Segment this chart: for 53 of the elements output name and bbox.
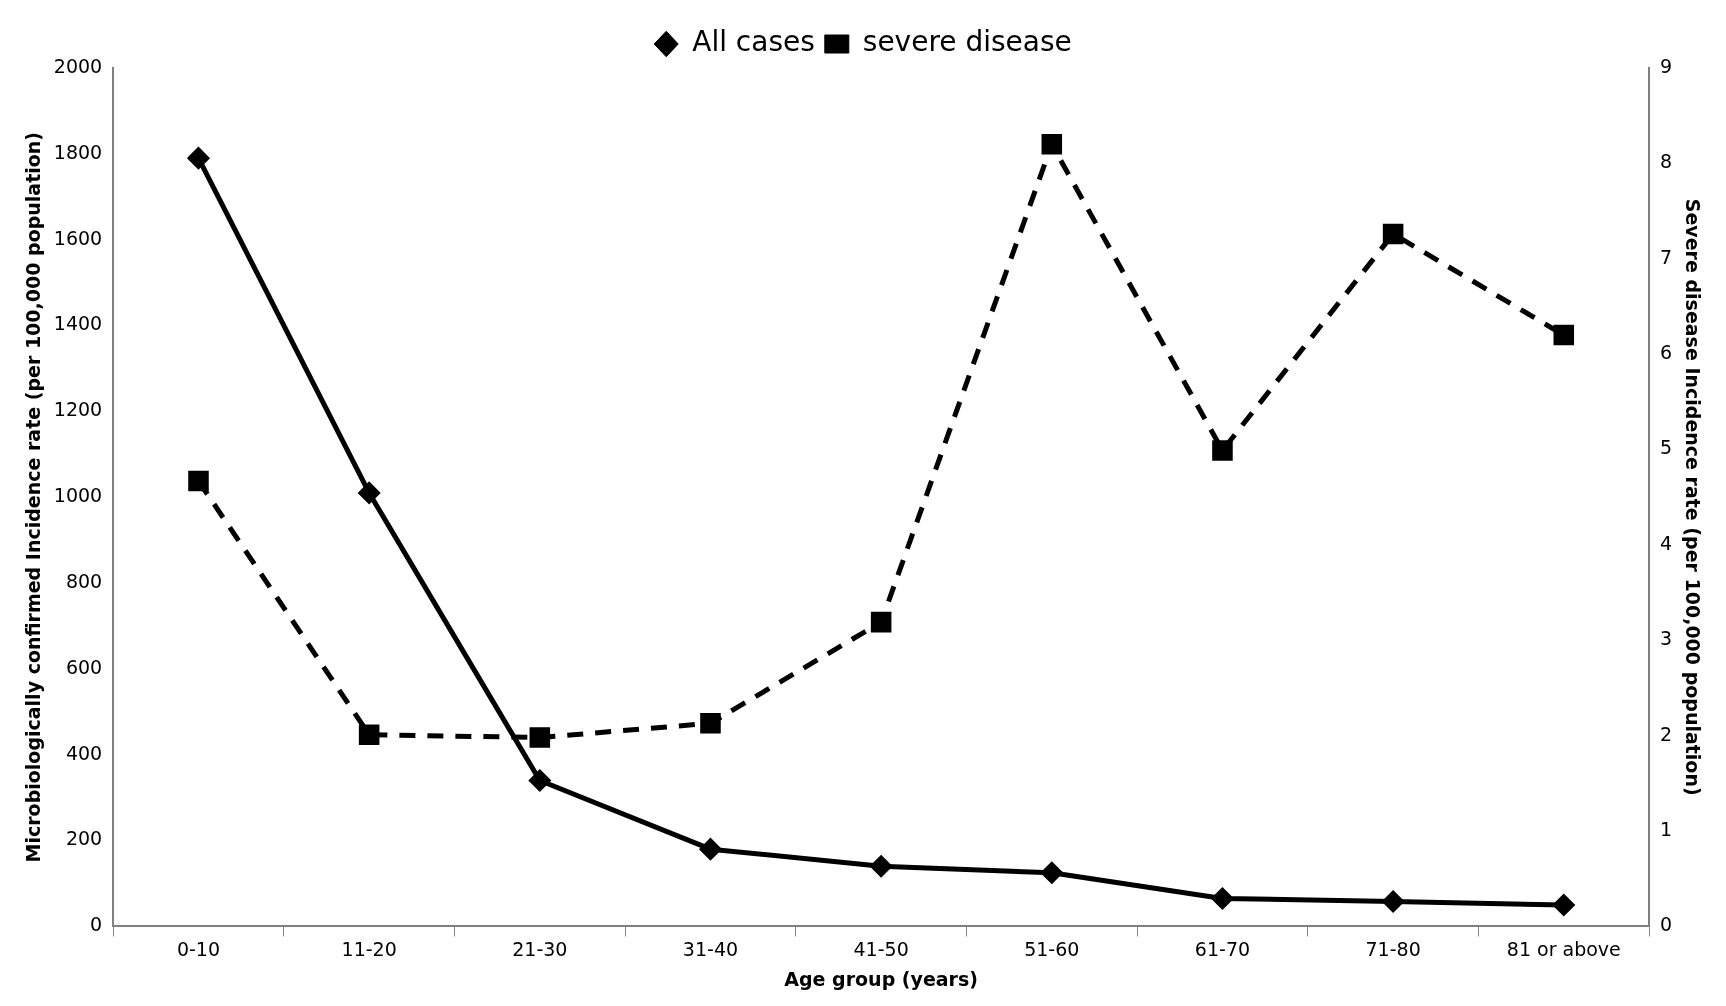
- legend-label: severe disease: [862, 25, 1072, 59]
- point: [699, 838, 721, 860]
- y2-tick-label: 4: [1660, 531, 1673, 554]
- point: [700, 712, 721, 734]
- point: [187, 147, 209, 169]
- x-tick-label: 71-80: [1365, 937, 1421, 960]
- y2-tick-label: 7: [1660, 245, 1673, 268]
- point: [529, 769, 551, 791]
- legend-label: All cases: [692, 25, 815, 59]
- x-tick-label: 51-60: [1024, 937, 1080, 960]
- y2-tick-label: 3: [1660, 627, 1673, 650]
- point: [1212, 440, 1233, 461]
- point: [870, 855, 892, 877]
- y-tick-label: 600: [65, 655, 103, 678]
- x-tick-label: 11-20: [341, 937, 397, 960]
- y-tick-label: 1600: [53, 226, 103, 249]
- point: [1553, 894, 1575, 916]
- x-tick-label: 81 or above: [1506, 937, 1621, 960]
- y2-tick-label: 1: [1660, 817, 1673, 840]
- point: [1382, 891, 1404, 913]
- point: [1041, 862, 1063, 884]
- point: [358, 482, 380, 504]
- y2-tick-label: 9: [1660, 54, 1673, 77]
- y-tick-label: 1400: [53, 312, 103, 335]
- y2-axis-title: Severe disease Incidence rate (per 100,000 population): [1681, 198, 1704, 796]
- point: [1382, 223, 1404, 245]
- x-axis-title: Age group (years): [784, 967, 978, 990]
- y-tick-label: 400: [65, 741, 103, 764]
- point: [529, 727, 551, 748]
- y2-tick-label: 0: [1660, 913, 1673, 936]
- y-tick-label: 2000: [53, 54, 103, 77]
- point: [870, 611, 892, 633]
- y-axis-title: Microbiologically confirmed Incidence rate (per 100,000 population): [22, 131, 45, 863]
- y2-tick-label: 8: [1660, 150, 1673, 173]
- point: [1211, 888, 1233, 909]
- y-tick-label: 1000: [53, 484, 103, 507]
- y-tick-label: 800: [65, 569, 103, 592]
- point: [1553, 324, 1575, 346]
- point: [358, 724, 380, 745]
- y2-tick-label: 2: [1660, 722, 1673, 745]
- point: [1041, 134, 1063, 155]
- y-tick-label: 1200: [53, 398, 103, 421]
- x-tick-label: 0-10: [176, 937, 221, 960]
- y2-tick-label: 5: [1660, 436, 1673, 459]
- x-tick-label: 31-40: [682, 937, 739, 960]
- y-tick-label: 1800: [53, 140, 103, 163]
- y-tick-label: 200: [65, 827, 103, 850]
- y-tick-label: 0: [90, 913, 103, 936]
- y2-tick-label: 6: [1660, 341, 1673, 364]
- x-tick-label: 61-70: [1194, 937, 1251, 960]
- x-tick-label: 41-50: [853, 937, 909, 960]
- x-tick-label: 21-30: [512, 937, 568, 960]
- point: [188, 470, 209, 492]
